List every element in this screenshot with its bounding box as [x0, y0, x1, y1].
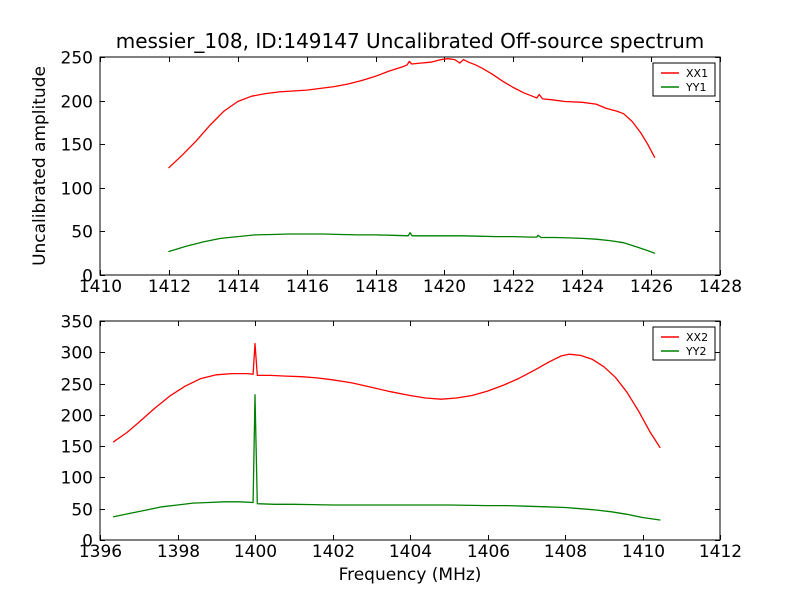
- y-tick-label: 200: [61, 93, 93, 113]
- x-tick-label: 1404: [389, 542, 432, 562]
- y-tick-label: 300: [61, 344, 93, 364]
- y-tick-label: 250: [61, 376, 93, 396]
- x-tick-label: 1418: [355, 277, 398, 297]
- series-line-XX2: [112, 342, 661, 449]
- legend-label-XX2: XX2: [686, 331, 708, 344]
- x-tick-label: 1410: [622, 542, 665, 562]
- x-tick-label: 1406: [467, 542, 510, 562]
- legend-box-2: [652, 326, 716, 361]
- x-tick-label: 1412: [148, 277, 191, 297]
- x-tick-label: 1420: [423, 277, 466, 297]
- x-tick-label: 1416: [286, 277, 329, 297]
- series-line-XX1: [168, 58, 656, 169]
- chart-title: messier_108, ID:149147 Uncalibrated Off-…: [116, 29, 705, 53]
- legend-label-YY1: YY1: [685, 81, 706, 94]
- legend-box-1: [652, 62, 716, 97]
- y-tick-label: 200: [61, 407, 93, 427]
- x-tick-label: 1400: [234, 542, 277, 562]
- legend-label-YY2: YY2: [685, 345, 706, 358]
- y-tick-label: 100: [61, 180, 93, 200]
- y-axis-label: Uncalibrated amplitude: [30, 66, 50, 266]
- y-tick-label: 100: [61, 469, 93, 489]
- axes-frame-1: [99, 56, 721, 276]
- y-tick-label: 50: [71, 223, 93, 243]
- x-tick-label: 1424: [561, 277, 604, 297]
- x-tick-label: 1422: [492, 277, 535, 297]
- series-line-YY2: [112, 394, 661, 521]
- y-tick-label: 50: [71, 501, 93, 521]
- y-tick-label: 0: [82, 532, 93, 552]
- x-tick-label: 1428: [699, 277, 742, 297]
- x-tick-label: 1402: [312, 542, 355, 562]
- y-tick-label: 150: [61, 438, 93, 458]
- x-tick-label: 1408: [544, 542, 587, 562]
- x-tick-label: 1396: [79, 542, 122, 562]
- y-tick-label: 350: [61, 313, 93, 333]
- y-tick-label: 0: [82, 267, 93, 287]
- x-tick-label: 1412: [699, 542, 742, 562]
- x-tick-label: 1410: [79, 277, 122, 297]
- x-tick-label: 1414: [217, 277, 260, 297]
- y-tick-label: 150: [61, 136, 93, 156]
- legend-label-XX1: XX1: [686, 67, 708, 80]
- x-tick-label: 1398: [157, 542, 200, 562]
- series-line-YY1: [168, 232, 656, 254]
- x-axis-label: Frequency (MHz): [339, 565, 482, 585]
- x-tick-label: 1426: [630, 277, 673, 297]
- y-tick-label: 250: [61, 49, 93, 69]
